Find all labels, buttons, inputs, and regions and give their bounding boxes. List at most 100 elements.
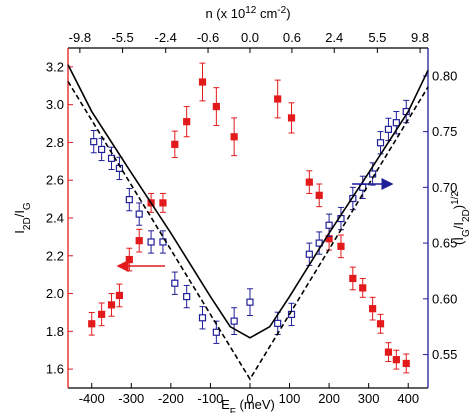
label-part: E — [221, 397, 230, 412]
label-part: 12 — [245, 5, 257, 16]
data-point — [147, 238, 155, 246]
x-tick-label: 200 — [318, 391, 340, 406]
label-part: 1/2 — [450, 191, 461, 205]
y-tick-label: 1.6 — [46, 362, 64, 377]
x2-tick-label: 0.6 — [283, 30, 301, 45]
label-part: -2 — [277, 5, 286, 16]
data-point — [230, 133, 238, 141]
y2-tick-label: 0.60 — [432, 291, 457, 306]
data-point — [349, 274, 357, 283]
label-part: /I — [451, 222, 466, 229]
data-point — [107, 301, 116, 309]
y-tick-label: 2.4 — [46, 211, 64, 226]
data-point — [171, 279, 179, 287]
y2-axis-label: (IG/I2D)1/2 — [450, 191, 469, 245]
x-tick-label: 400 — [397, 391, 419, 406]
data-point — [274, 95, 282, 103]
data-point — [125, 255, 133, 264]
data-point — [125, 196, 133, 204]
x-tick-label: 0 — [246, 391, 253, 406]
label-part: G — [461, 229, 469, 237]
data-point — [171, 140, 179, 148]
label-part: cm — [256, 6, 277, 21]
data-point — [305, 178, 313, 186]
fit-curve — [67, 64, 429, 339]
data-point — [384, 348, 393, 356]
label-part: F — [230, 407, 236, 413]
data-point — [212, 102, 220, 111]
data-point — [88, 320, 96, 328]
data-point — [135, 210, 143, 218]
data-point — [98, 145, 106, 154]
x-tick-label: 300 — [358, 391, 380, 406]
data-point — [392, 119, 400, 127]
y2-tick-label: 0.80 — [432, 68, 457, 83]
x-axis-label: EF (meV) — [221, 397, 275, 413]
data-point — [274, 319, 282, 327]
y-tick-label: 1.8 — [46, 324, 64, 339]
y-tick-label: 3.0 — [46, 97, 64, 112]
data-point — [107, 154, 116, 162]
data-point — [159, 199, 167, 207]
y2-tick-label: 0.55 — [432, 347, 457, 362]
label-part: ) — [286, 6, 290, 21]
label-part: G — [22, 202, 33, 210]
data-point — [198, 78, 207, 86]
data-point — [392, 356, 400, 364]
data-point — [337, 242, 345, 250]
x-tick-label: -200 — [158, 391, 184, 406]
label-part: /I — [12, 210, 27, 217]
label-part: (meV) — [236, 397, 275, 412]
x2-tick-label: 5.5 — [368, 30, 386, 45]
label-part: n (x 10 — [205, 6, 245, 21]
data-point — [315, 191, 323, 199]
y-tick-label: 2.0 — [46, 286, 64, 301]
data-point — [376, 139, 385, 147]
y2-tick-label: 0.70 — [432, 180, 457, 195]
data-point — [246, 298, 254, 306]
plot-area: -400 -300 -200 -100 0 100 200 300 400 -9.8 -5.5 -2.… — [46, 30, 457, 406]
data-point — [402, 359, 410, 368]
x-tick-label: -100 — [197, 391, 223, 406]
label-part: 2D — [461, 209, 469, 222]
y2-tick-label: 0.75 — [432, 124, 457, 139]
x2-tick-label: 2.4 — [325, 30, 343, 45]
y-tick-label: 3.2 — [46, 59, 64, 74]
data-point — [135, 237, 143, 245]
y-tick-label: 2.6 — [46, 173, 64, 188]
data-point — [325, 221, 333, 229]
x-tick-label: -300 — [118, 391, 144, 406]
data-point — [212, 328, 220, 336]
data-point — [183, 292, 191, 301]
y-tick-label: 2.8 — [46, 135, 64, 150]
x2-tick-label: -0.6 — [197, 30, 219, 45]
data-point — [305, 250, 313, 258]
data-point — [115, 291, 124, 300]
data-point — [90, 138, 98, 146]
x-tick-label: 100 — [279, 391, 301, 406]
x2-tick-label: 9.8 — [411, 30, 429, 45]
data-point — [359, 284, 367, 292]
data-point — [384, 125, 393, 133]
data-point — [198, 314, 207, 322]
x2-tick-label: -2.4 — [155, 30, 177, 45]
data-point — [183, 118, 191, 126]
data-point — [230, 317, 238, 325]
y-axis-label: I2D/IG — [12, 202, 33, 234]
x2-tick-label: -9.8 — [69, 30, 91, 45]
label-part: ) — [451, 205, 466, 209]
label-part: (I — [451, 237, 466, 245]
x2-tick-label: 0.0 — [241, 30, 259, 45]
x2-axis-label: n (x 1012 cm-2) — [205, 5, 290, 22]
x-tick-label: -400 — [79, 391, 105, 406]
data-point — [369, 305, 377, 313]
data-point — [98, 310, 106, 318]
fit-curve — [67, 81, 429, 381]
y-tick-label: 2.2 — [46, 248, 64, 263]
data-point — [376, 320, 385, 328]
label-part: I — [12, 230, 27, 234]
label-part: 2D — [22, 217, 33, 230]
y2-tick-label: 0.65 — [432, 236, 457, 251]
data-point — [287, 114, 296, 122]
